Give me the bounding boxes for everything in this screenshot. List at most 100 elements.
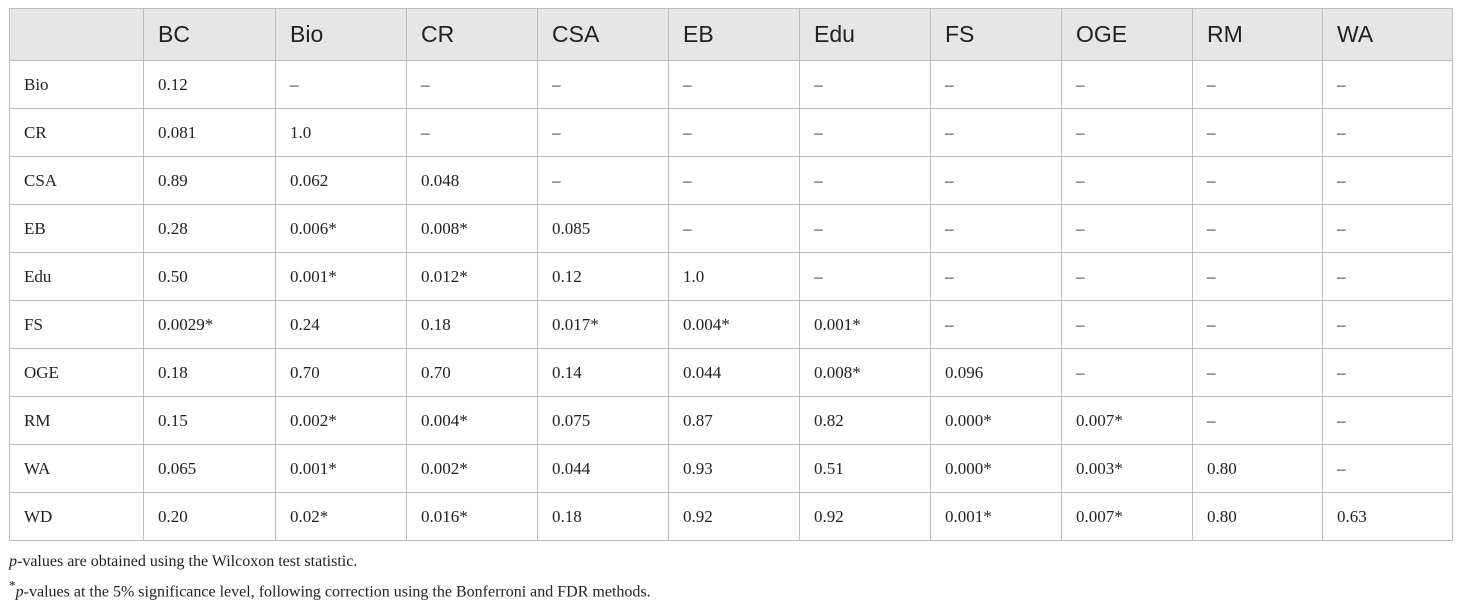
table-cell: 0.15 <box>143 396 276 445</box>
table-cell: – <box>1192 252 1323 301</box>
table-cell: – <box>930 204 1062 253</box>
table-cell: – <box>1192 396 1323 445</box>
table-cell: – <box>1322 300 1453 349</box>
row-header: EB <box>9 204 144 253</box>
table-cell: – <box>930 156 1062 205</box>
table-cell: 0.28 <box>143 204 276 253</box>
table-cell: – <box>1061 156 1193 205</box>
table-cell: 0.062 <box>275 156 407 205</box>
table-cell: 0.18 <box>143 348 276 397</box>
table-cell: 0.096 <box>930 348 1062 397</box>
table-row: RM 0.15 0.002* 0.004* 0.075 0.87 0.82 0.000* 0.0… <box>9 396 1453 445</box>
table-cell: – <box>668 60 800 109</box>
table-cell: – <box>406 60 538 109</box>
table-cell: – <box>1061 60 1193 109</box>
table-cell: – <box>668 156 800 205</box>
table-cell: 0.20 <box>143 492 276 541</box>
table-cell: – <box>799 252 931 301</box>
table-cell: 0.82 <box>799 396 931 445</box>
table-cell: 0.008* <box>799 348 931 397</box>
table-cell: – <box>1061 108 1193 157</box>
column-header: RM <box>1192 8 1323 61</box>
table-row: Edu 0.50 0.001* 0.012* 0.12 1.0– – – – – <box>9 252 1453 301</box>
table-cell: – <box>1061 204 1193 253</box>
table-cell: – <box>1322 396 1453 445</box>
table-cell: – <box>1322 108 1453 157</box>
table-cell: 1.0 <box>275 108 407 157</box>
table-cell: – <box>1322 444 1453 493</box>
column-header: CR <box>406 8 538 61</box>
table-cell: 0.012* <box>406 252 538 301</box>
table-cell: 0.80 <box>1192 444 1323 493</box>
column-header: BC <box>143 8 276 61</box>
data-table: BC Bio CR CSA EB Edu FS OGE RM WA Bio 0.12– – – – – – – –… <box>9 8 1453 541</box>
table-cell: – <box>1322 252 1453 301</box>
footnote-italic: p <box>15 583 24 601</box>
table-cell: – <box>1192 108 1323 157</box>
table-cell: 0.51 <box>799 444 931 493</box>
column-header: CSA <box>537 8 669 61</box>
column-header: Bio <box>275 8 407 61</box>
table-cell: 0.001* <box>275 444 407 493</box>
footnote-text: -values are obtained using the Wilcoxon … <box>17 553 358 570</box>
table-row: EB 0.28 0.006* 0.008* 0.085– – – – – – <box>9 204 1453 253</box>
table-cell: 0.085 <box>537 204 669 253</box>
table-cell: – <box>799 108 931 157</box>
table-cell: 0.007* <box>1061 492 1193 541</box>
table-cell: 0.004* <box>406 396 538 445</box>
column-header: Edu <box>799 8 931 61</box>
table-cell: – <box>537 156 669 205</box>
table-cell: 0.000* <box>930 444 1062 493</box>
table-cell: 0.000* <box>930 396 1062 445</box>
table-cell: – <box>537 60 669 109</box>
table-cell: – <box>799 60 931 109</box>
table-cell: 0.002* <box>406 444 538 493</box>
table-cell: 0.003* <box>1061 444 1193 493</box>
table-cell: – <box>1192 300 1323 349</box>
table-cell: 0.93 <box>668 444 800 493</box>
table-row: Bio 0.12– – – – – – – – – <box>9 60 1453 109</box>
table-cell: – <box>930 252 1062 301</box>
table-cell: 0.87 <box>668 396 800 445</box>
table-cell: – <box>668 204 800 253</box>
table-cell: 0.065 <box>143 444 276 493</box>
column-header: WA <box>1322 8 1453 61</box>
table-cell: 0.12 <box>143 60 276 109</box>
table-cell: 0.008* <box>406 204 538 253</box>
table-cell: 0.70 <box>406 348 538 397</box>
table-cell: – <box>930 108 1062 157</box>
table-body: Bio 0.12– – – – – – – – – CR 0.081 1.0– – – – – – – – CSA 0.8… <box>9 60 1453 541</box>
table-cell: – <box>537 108 669 157</box>
table-cell: 0.017* <box>537 300 669 349</box>
table-cell: 0.12 <box>537 252 669 301</box>
column-header: FS <box>930 8 1062 61</box>
table-cell: – <box>1061 252 1193 301</box>
table-cell: – <box>1322 348 1453 397</box>
table-cell: 1.0 <box>668 252 800 301</box>
table-cell: 0.70 <box>275 348 407 397</box>
column-header: EB <box>668 8 800 61</box>
table-cell: 0.075 <box>537 396 669 445</box>
table-cell: 0.24 <box>275 300 407 349</box>
table-cell: – <box>799 156 931 205</box>
table-row: WA 0.065 0.001* 0.002* 0.044 0.93 0.51 0.000* 0.… <box>9 444 1453 493</box>
table-row: CR 0.081 1.0– – – – – – – – <box>9 108 1453 157</box>
corner-cell <box>9 8 144 61</box>
row-header: Edu <box>9 252 144 301</box>
table-cell: – <box>1061 300 1193 349</box>
table-cell: – <box>1061 348 1193 397</box>
footnote-marker: * <box>9 578 16 593</box>
table-cell: – <box>930 60 1062 109</box>
table-cell: 0.63 <box>1322 492 1453 541</box>
table-cell: – <box>930 300 1062 349</box>
table-cell: 0.02* <box>275 492 407 541</box>
row-header: FS <box>9 300 144 349</box>
row-header: CR <box>9 108 144 157</box>
table-cell: 0.001* <box>799 300 931 349</box>
table-cell: 0.006* <box>275 204 407 253</box>
table-cell: – <box>799 204 931 253</box>
row-header: WD <box>9 492 144 541</box>
table-cell: 0.0029* <box>143 300 276 349</box>
footnote: p-values are obtained using the Wilcoxon… <box>9 550 651 574</box>
table-cell: 0.007* <box>1061 396 1193 445</box>
